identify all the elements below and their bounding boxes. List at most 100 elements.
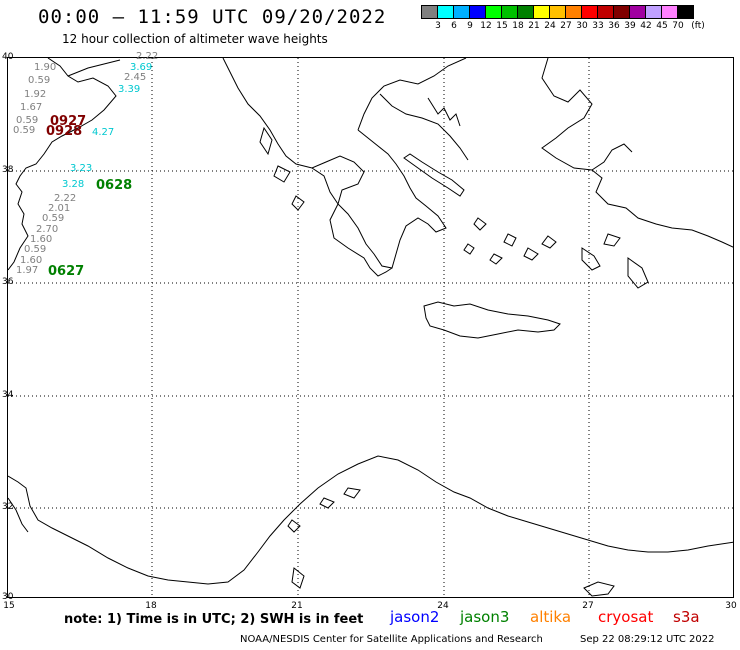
coast-greece-west xyxy=(222,58,447,269)
island-h xyxy=(603,233,621,247)
wave-height-label: 1.67 xyxy=(20,102,43,113)
coast-aegean-north2 xyxy=(379,93,469,161)
island-egypt-c xyxy=(319,497,335,509)
colorbar-tick: 39 xyxy=(624,21,636,31)
colorbar-tick: 45 xyxy=(656,21,668,31)
wave-height-label: 2.22 xyxy=(54,193,77,204)
colorbar-tick: 9 xyxy=(467,21,473,31)
coast-rhodes xyxy=(627,257,649,289)
wave-height-label: 3.69 xyxy=(130,62,153,73)
island-b xyxy=(503,233,517,247)
island-zakynthos xyxy=(291,195,305,211)
wave-height-label: 0.59 xyxy=(16,115,39,126)
colorbar-swatch xyxy=(597,5,614,19)
island-c xyxy=(489,253,503,265)
island-g xyxy=(581,247,601,271)
coast-evia xyxy=(403,153,465,197)
wave-height-label: 0.59 xyxy=(13,125,36,136)
wave-height-label: 1.90 xyxy=(34,62,57,73)
coast-peloponnese xyxy=(311,167,393,277)
lon-label-15: 15 xyxy=(3,601,15,611)
lon-label-30: 30 xyxy=(725,601,737,611)
pass-time-label: 0628 xyxy=(96,178,133,193)
lat-label-40: 40 xyxy=(2,52,14,62)
colorbar-swatch xyxy=(629,5,646,19)
lat-label-34: 34 xyxy=(2,390,14,400)
lon-label-27: 27 xyxy=(582,601,594,611)
colorbar-swatch xyxy=(421,5,438,19)
wave-height-label: 4.27 xyxy=(92,127,115,138)
colorbar-tick: 42 xyxy=(640,21,652,31)
colorbar-tick: 15 xyxy=(496,21,508,31)
wave-height-label: 0.59 xyxy=(28,75,51,86)
lat-label-38: 38 xyxy=(2,165,14,175)
coast-italy-heel xyxy=(67,59,121,77)
wave-height-label: 1.60 xyxy=(30,234,53,245)
island-egypt-b xyxy=(291,567,305,589)
lat-label-36: 36 xyxy=(2,277,14,287)
map-frame xyxy=(7,57,734,598)
island-egypt-e xyxy=(287,519,301,533)
island-kefalonia xyxy=(273,165,291,183)
colorbar-swatch xyxy=(453,5,470,19)
colorbar-swatch xyxy=(437,5,454,19)
colorbar-tick: 70 xyxy=(672,21,684,31)
coast-turkey2 xyxy=(591,143,633,171)
colorbar-tick: 33 xyxy=(592,21,604,31)
map-subtitle: 12 hour collection of altimeter wave hei… xyxy=(62,32,328,46)
island-e xyxy=(541,235,557,249)
pass-time-label: 0927 xyxy=(50,114,87,129)
wave-height-label: 0.59 xyxy=(24,244,47,255)
colorbar-swatch xyxy=(485,5,502,19)
colorbar-swatch xyxy=(613,5,630,19)
island-egypt-d xyxy=(343,487,361,499)
coast-libya-gulf xyxy=(8,497,29,533)
wave-height-label: 1.92 xyxy=(24,89,47,100)
coast-turkey xyxy=(541,58,733,248)
colorbar-tick-labels: 3 6 9 12 15 18 21 24 27 30 33 36 39 42 45 70 (ft) xyxy=(422,21,740,35)
colorbar-swatch xyxy=(565,5,582,19)
colorbar-tick: 36 xyxy=(608,21,620,31)
colorbar-swatch xyxy=(581,5,598,19)
colorbar-tick: 12 xyxy=(480,21,492,31)
colorbar-tick: (ft) xyxy=(691,21,705,31)
colorbar-swatch xyxy=(533,5,550,19)
wave-height-label: 2.01 xyxy=(48,203,71,214)
colorbar-swatch xyxy=(549,5,566,19)
colorbar-tick: 27 xyxy=(560,21,572,31)
coast-italy xyxy=(8,58,117,271)
island-d xyxy=(523,247,539,261)
legend-altika: altika xyxy=(530,608,572,626)
wave-height-label: 2.22 xyxy=(136,51,159,62)
colorbar-tick: 24 xyxy=(544,21,556,31)
coastline-map xyxy=(8,58,733,597)
lon-label-18: 18 xyxy=(145,601,157,611)
wave-height-label: 0.59 xyxy=(42,213,65,224)
wave-height-label: 2.45 xyxy=(124,72,147,83)
wave-height-label: 2.70 xyxy=(36,224,59,235)
pass-time-label: 0928 xyxy=(46,124,83,139)
graticule xyxy=(8,58,733,597)
colorbar-tick: 21 xyxy=(528,21,540,31)
credit-line: NOAA/NESDIS Center for Satellite Applica… xyxy=(240,634,543,645)
wave-height-label: 3.39 xyxy=(118,84,141,95)
colorbar-swatch xyxy=(661,5,678,19)
wave-height-label: 3.28 xyxy=(62,179,85,190)
lat-label-30: 30 xyxy=(2,592,14,602)
lon-label-21: 21 xyxy=(291,601,303,611)
colorbar-tick: 18 xyxy=(512,21,524,31)
colorbar-tick: 30 xyxy=(576,21,588,31)
wave-height-colorbar xyxy=(421,5,694,19)
island-f xyxy=(463,243,475,255)
map-title: 00:00 – 11:59 UTC 09/20/2022 xyxy=(38,6,387,28)
legend-cryosat: cryosat xyxy=(598,608,654,626)
colorbar-tick: 6 xyxy=(451,21,457,31)
island-egypt-a xyxy=(583,581,615,597)
colorbar-swatch xyxy=(501,5,518,19)
lat-label-32: 32 xyxy=(2,502,14,512)
colorbar-swatch xyxy=(469,5,486,19)
colorbar-tick: 3 xyxy=(435,21,441,31)
coast-chalkidiki xyxy=(427,97,461,127)
legend-jason2: jason2 xyxy=(390,608,440,626)
wave-height-label: 3.23 xyxy=(70,163,93,174)
